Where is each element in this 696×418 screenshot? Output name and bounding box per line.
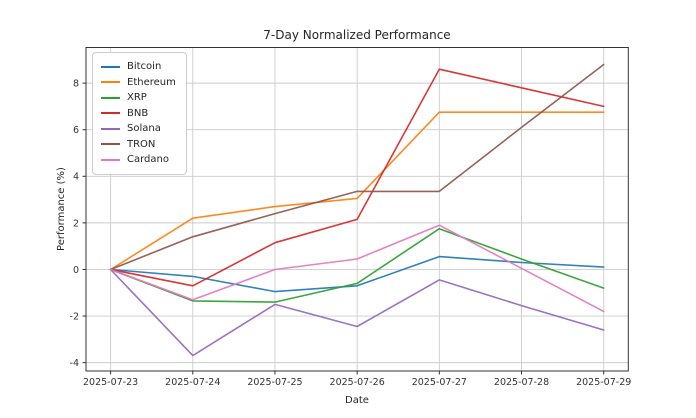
legend-swatch — [101, 96, 120, 99]
legend-item-solana: Solana — [101, 121, 176, 137]
legend-item-cardano: Cardano — [101, 152, 176, 168]
legend-item-xrp: XRP — [101, 90, 176, 106]
tick-layer: -4 -2 0 2 4 6 8 2025-07-23 2025-07-24 2025-07-25 2… — [70, 79, 632, 388]
x-tick-label: 2025-07-26 — [330, 377, 385, 388]
y-tick-label: 2 — [73, 218, 79, 229]
legend-item-ethereum: Ethereum — [101, 75, 176, 91]
legend-item-tron: TRON — [101, 137, 176, 153]
x-tick-label: 2025-07-24 — [165, 377, 220, 388]
y-tick-label: 8 — [73, 79, 79, 90]
legend-label: TRON — [127, 138, 156, 150]
legend-label: Solana — [127, 123, 161, 134]
legend-label: Cardano — [127, 154, 169, 165]
legend-label: XRP — [127, 92, 147, 103]
legend-swatch — [101, 65, 120, 68]
legend-swatch — [101, 81, 120, 84]
x-tick-label: 2025-07-25 — [247, 377, 302, 388]
x-tick-label: 2025-07-23 — [83, 377, 138, 388]
series-line-xrp — [109, 227, 605, 303]
y-tick-label: 0 — [73, 265, 79, 276]
x-axis-label: Date — [345, 395, 369, 406]
series-line-solana — [109, 268, 605, 357]
x-tick-label: 2025-07-29 — [576, 377, 631, 388]
y-tick-label: -2 — [70, 311, 79, 322]
series-line-cardano — [109, 224, 605, 313]
legend-swatch — [101, 158, 120, 161]
legend-item-bitcoin: Bitcoin — [101, 59, 176, 75]
chart-legend: Bitcoin Ethereum XRP BNB Solana TRON Cardano — [92, 52, 187, 175]
x-tick-label: 2025-07-28 — [494, 377, 549, 388]
legend-swatch — [101, 143, 120, 146]
y-tick-label: 4 — [73, 172, 79, 183]
legend-item-bnb: BNB — [101, 106, 176, 122]
series-line-tron — [109, 63, 605, 271]
y-tick-label: -4 — [70, 358, 79, 369]
legend-label: Ethereum — [127, 76, 176, 88]
y-axis-label: Performance (%) — [56, 167, 67, 251]
series-line-bitcoin — [109, 255, 605, 293]
series-line-ethereum — [109, 111, 605, 271]
x-tick-label: 2025-07-27 — [412, 377, 467, 388]
chart-title: 7-Day Normalized Performance — [263, 28, 450, 42]
legend-label: BNB — [127, 107, 149, 119]
legend-label: Bitcoin — [127, 61, 162, 72]
legend-swatch — [101, 127, 120, 130]
series-line-bnb — [109, 68, 605, 287]
legend-swatch — [101, 112, 120, 115]
y-tick-label: 6 — [73, 125, 79, 136]
series-layer — [109, 63, 605, 357]
